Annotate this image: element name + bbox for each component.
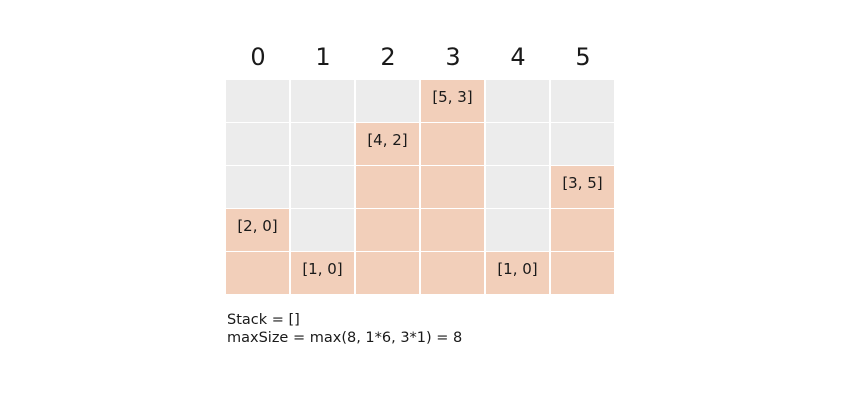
bar-label: [3, 5] [562, 174, 603, 192]
bar-label: [5, 3] [432, 88, 473, 106]
empty-cell [551, 80, 614, 122]
bar-cell: [1, 0] [486, 252, 549, 294]
bar-cell [421, 166, 484, 208]
empty-cell [486, 209, 549, 251]
bar-cell: [2, 0] [226, 209, 289, 251]
empty-cell [356, 80, 419, 122]
column-index-label: 0 [250, 43, 266, 71]
stack-caption: Stack = [] [227, 312, 300, 328]
bar-cell [421, 123, 484, 165]
bar-label: [1, 0] [302, 260, 343, 278]
empty-cell [291, 123, 354, 165]
bar-cell: [1, 0] [291, 252, 354, 294]
bar-cell [226, 252, 289, 294]
column-index-label: 1 [315, 43, 331, 71]
empty-cell [226, 166, 289, 208]
bar-cell: [5, 3] [421, 80, 484, 122]
empty-cell [291, 166, 354, 208]
column-index-label: 4 [510, 43, 526, 71]
column-index-label: 3 [445, 43, 461, 71]
bar-cell: [3, 5] [551, 166, 614, 208]
bar-cell [421, 252, 484, 294]
column-index-label: 2 [380, 43, 396, 71]
bar-label: [1, 0] [497, 260, 538, 278]
empty-cell [226, 80, 289, 122]
empty-cell [226, 123, 289, 165]
bar-cell [551, 209, 614, 251]
empty-cell [486, 123, 549, 165]
empty-cell [486, 166, 549, 208]
bar-cell [421, 209, 484, 251]
bar-cell: [4, 2] [356, 123, 419, 165]
max-size-caption: maxSize = max(8, 1*6, 3*1) = 8 [227, 330, 463, 346]
bar-cell [356, 252, 419, 294]
empty-cell [291, 209, 354, 251]
bar-cell [356, 166, 419, 208]
bar-cell [356, 209, 419, 251]
bar-label: [4, 2] [367, 131, 408, 149]
bar-cell [551, 252, 614, 294]
empty-cell [486, 80, 549, 122]
empty-cell [291, 80, 354, 122]
column-index-label: 5 [575, 43, 591, 71]
bar-label: [2, 0] [237, 217, 278, 235]
empty-cell [551, 123, 614, 165]
